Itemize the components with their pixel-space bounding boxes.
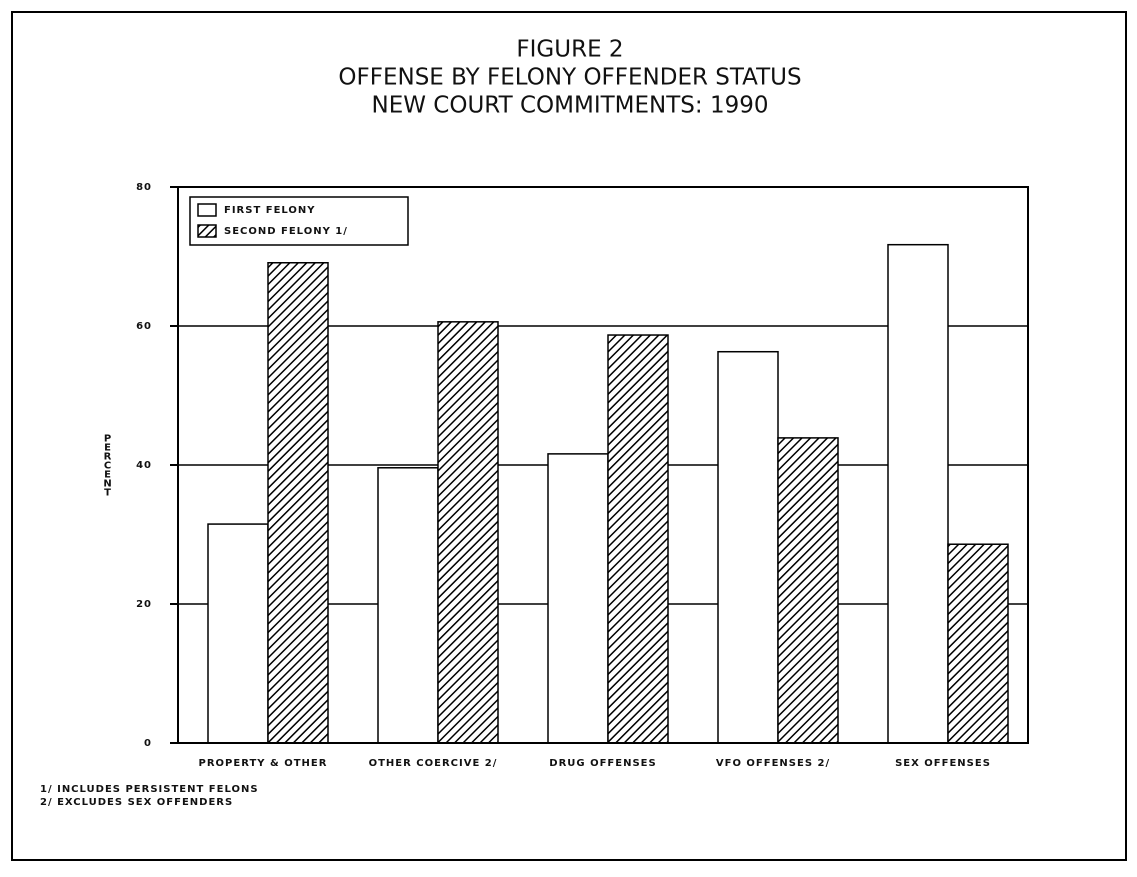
x-tick-label: SEX OFFENSES: [895, 758, 991, 769]
y-tick-label: 0: [144, 738, 152, 749]
bar: [547, 453, 609, 744]
bar: [947, 543, 1009, 744]
bar: [607, 334, 669, 744]
y-tick-label: 40: [136, 460, 152, 471]
legend-label: FIRST FELONY: [224, 205, 316, 216]
bar: [377, 467, 439, 744]
legend-swatch: [197, 203, 217, 217]
bar: [777, 437, 839, 744]
footnote: 2/ EXCLUDES SEX OFFENDERS: [40, 797, 233, 808]
legend-box: [189, 196, 409, 246]
y-tick-label: 20: [136, 599, 152, 610]
y-tick-label: 60: [136, 321, 152, 332]
bar: [437, 321, 499, 744]
chart-title: NEW COURT COMMITMENTS: 1990: [372, 93, 769, 119]
legend-swatch: [197, 224, 217, 238]
bar: [267, 262, 329, 744]
plot-frame: [177, 186, 1029, 744]
y-axis-label: PERCENT: [102, 434, 113, 497]
bar: [717, 350, 779, 744]
x-tick-label: DRUG OFFENSES: [549, 758, 656, 769]
bar: [887, 243, 949, 744]
x-tick-label: OTHER COERCIVE 2/: [369, 758, 498, 769]
frame: [11, 11, 1127, 861]
legend-label: SECOND FELONY 1/: [224, 226, 348, 237]
x-tick-label: PROPERTY & OTHER: [199, 758, 328, 769]
chart-title: OFFENSE BY FELONY OFFENDER STATUS: [338, 65, 801, 91]
y-tick-label: 80: [136, 182, 152, 193]
x-tick-label: VFO OFFENSES 2/: [716, 758, 830, 769]
footnote: 1/ INCLUDES PERSISTENT FELONS: [40, 784, 259, 795]
bar: [207, 523, 269, 744]
chart-title: FIGURE 2: [516, 37, 623, 63]
